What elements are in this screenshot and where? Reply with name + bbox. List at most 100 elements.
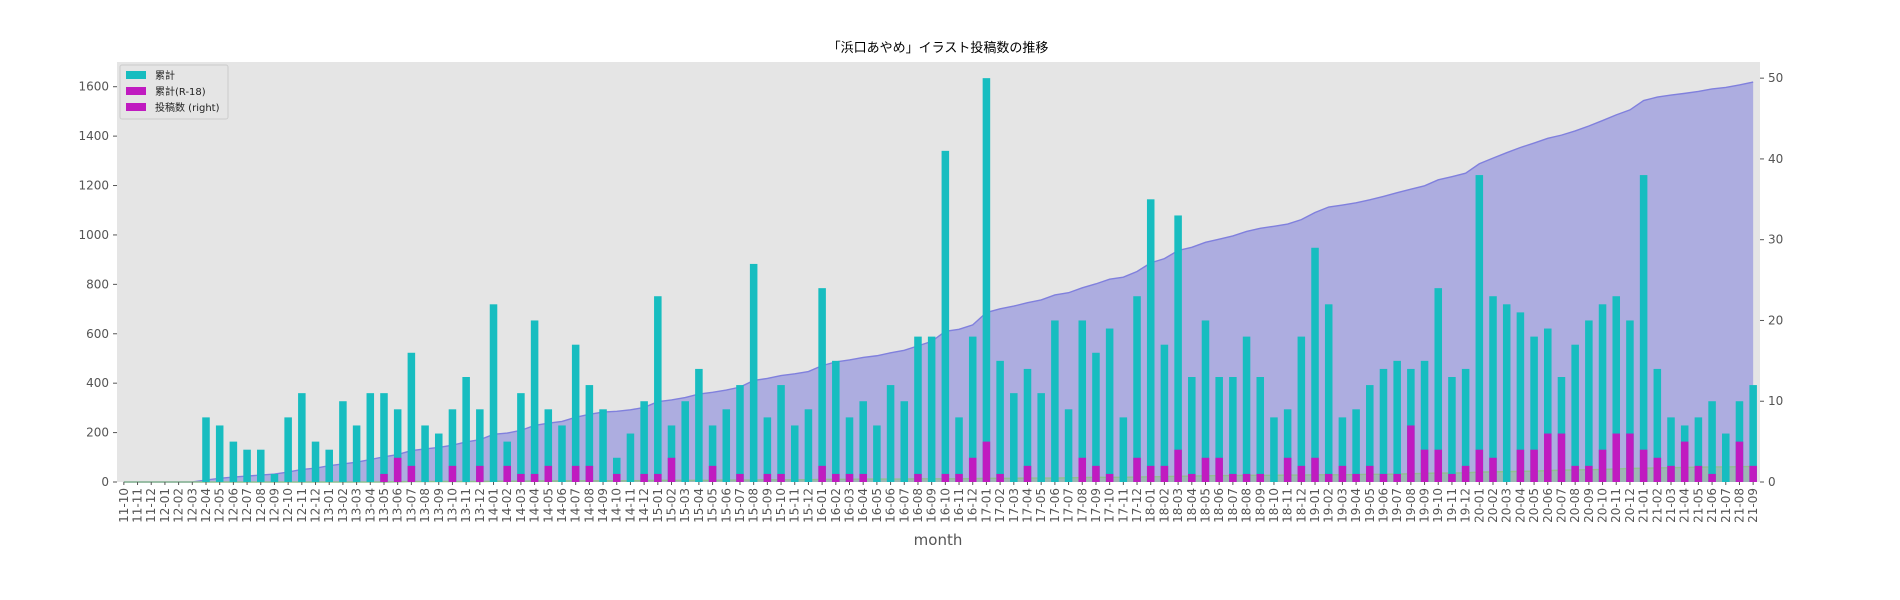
x-tick-label: 17-07 (1062, 488, 1076, 523)
bar-2-42 (695, 368, 703, 482)
x-tick-label: 12-12 (309, 488, 323, 523)
bar-3-58 (914, 473, 922, 482)
bar-3-28 (503, 465, 511, 482)
x-tick-label: 12-05 (213, 488, 227, 523)
x-tick-label: 18-06 (1212, 488, 1226, 523)
x-tick-label: 18-12 (1294, 488, 1308, 523)
bar-2-79 (1201, 320, 1210, 482)
bar-3-85 (1283, 457, 1292, 482)
x-tick-label: 20-10 (1596, 488, 1610, 523)
bar-2-21 (407, 352, 416, 482)
x-tick-label: 20-09 (1582, 488, 1596, 523)
legend-label: 累計 (155, 69, 175, 82)
x-tick-label: 17-06 (1048, 488, 1062, 523)
x-tick-label: 12-08 (254, 488, 268, 523)
bar-2-20 (393, 409, 402, 482)
bar-3-39 (654, 473, 662, 482)
x-tick-label: 16-10 (938, 488, 952, 523)
bar-2-43 (708, 425, 717, 482)
x-tick-label: 16-03 (843, 488, 857, 523)
bar-2-33 (571, 344, 580, 482)
x-tick-label: 19-01 (1308, 488, 1322, 523)
bar-2-66 (1023, 368, 1032, 482)
x-tick-label: 21-02 (1650, 488, 1664, 523)
x-tick-label: 16-11 (952, 488, 966, 523)
bar-3-118 (1735, 441, 1744, 482)
bar-2-62 (968, 336, 977, 482)
bar-3-80 (1215, 457, 1223, 482)
bar-2-34 (585, 385, 594, 482)
x-tick-label: 14-05 (541, 488, 555, 523)
x-tick-label: 13-08 (418, 488, 432, 523)
bar-3-81 (1229, 473, 1237, 482)
bar-3-52 (832, 473, 840, 482)
bar-3-116 (1708, 473, 1716, 482)
x-tick-label: 18-01 (1144, 488, 1158, 523)
x-tick-label: 15-08 (747, 488, 761, 523)
bar-2-40 (667, 425, 676, 482)
bar-2-6 (202, 417, 210, 482)
bar-2-102 (1516, 312, 1525, 482)
y-tick-label: 800 (86, 277, 109, 291)
bar-3-29 (517, 473, 525, 482)
bar-2-93 (1393, 360, 1401, 482)
x-tick-label: 19-12 (1459, 488, 1473, 523)
x-tick-label: 14-03 (514, 488, 528, 523)
x-tick-label: 12-07 (240, 488, 254, 523)
x-tick-label: 17-05 (1034, 488, 1048, 523)
bar-2-55 (873, 425, 881, 482)
x-tick-label: 15-06 (719, 488, 733, 523)
x-tick-label: 19-04 (1349, 488, 1363, 523)
bar-3-110 (1626, 433, 1634, 482)
bar-2-80 (1215, 377, 1223, 482)
x-tick-label: 19-02 (1322, 488, 1336, 523)
x-tick-label: 16-01 (815, 488, 829, 523)
x-tick-label: 14-02 (500, 488, 514, 523)
x-tick-label: 17-09 (1089, 488, 1103, 523)
bar-2-74 (1133, 296, 1141, 482)
x-tick-label: 18-09 (1253, 488, 1267, 523)
x-tick-label: 17-08 (1075, 488, 1089, 523)
x-tick-label: 18-07 (1226, 488, 1240, 523)
x-tick-label: 12-04 (199, 488, 213, 523)
x-tick-label: 15-03 (678, 488, 692, 523)
bar-3-34 (585, 465, 594, 482)
bar-3-38 (640, 473, 648, 482)
bar-2-88 (1324, 304, 1333, 482)
bar-2-83 (1256, 377, 1265, 482)
x-tick-label: 16-02 (829, 488, 843, 523)
bar-2-10 (256, 449, 265, 482)
y2-tick-label: 10 (1768, 394, 1783, 408)
bar-3-75 (1146, 465, 1155, 482)
x-tick-label: 19-06 (1376, 488, 1390, 523)
bar-2-47 (763, 417, 772, 482)
bar-2-67 (1037, 393, 1045, 482)
bar-3-30 (530, 473, 539, 482)
axis-layer: 0 200 400 600 800 1000 1200 1400 1600 0 10 20 30 40 50… (78, 71, 1783, 523)
bar-3-87 (1311, 457, 1319, 482)
y2-tick-label: 0 (1768, 475, 1776, 489)
bar-2-70 (1078, 320, 1087, 482)
x-tick-label: 21-05 (1691, 488, 1705, 523)
bar-3-100 (1489, 457, 1497, 482)
bar-3-48 (777, 473, 785, 482)
x-tick-label: 13-07 (404, 488, 418, 523)
bar-2-106 (1571, 344, 1579, 482)
bar-3-63 (982, 441, 991, 482)
x-tick-label: 14-01 (487, 488, 501, 523)
bar-2-105 (1557, 377, 1566, 482)
bar-3-77 (1174, 449, 1182, 482)
bar-2-96 (1434, 288, 1443, 482)
bar-3-114 (1680, 441, 1689, 482)
bar-2-60 (941, 150, 950, 482)
x-tick-label: 13-06 (391, 488, 405, 523)
x-tick-label: 19-07 (1390, 488, 1404, 523)
bar-2-112 (1653, 368, 1662, 482)
bar-2-100 (1489, 296, 1497, 482)
bar-3-31 (544, 465, 553, 482)
x-tick-label: 12-09 (267, 488, 281, 523)
legend-swatch (126, 103, 146, 111)
x-tick-label: 14-12 (637, 488, 651, 523)
bar-3-54 (859, 473, 867, 482)
x-tick-label: 13-11 (459, 488, 473, 523)
